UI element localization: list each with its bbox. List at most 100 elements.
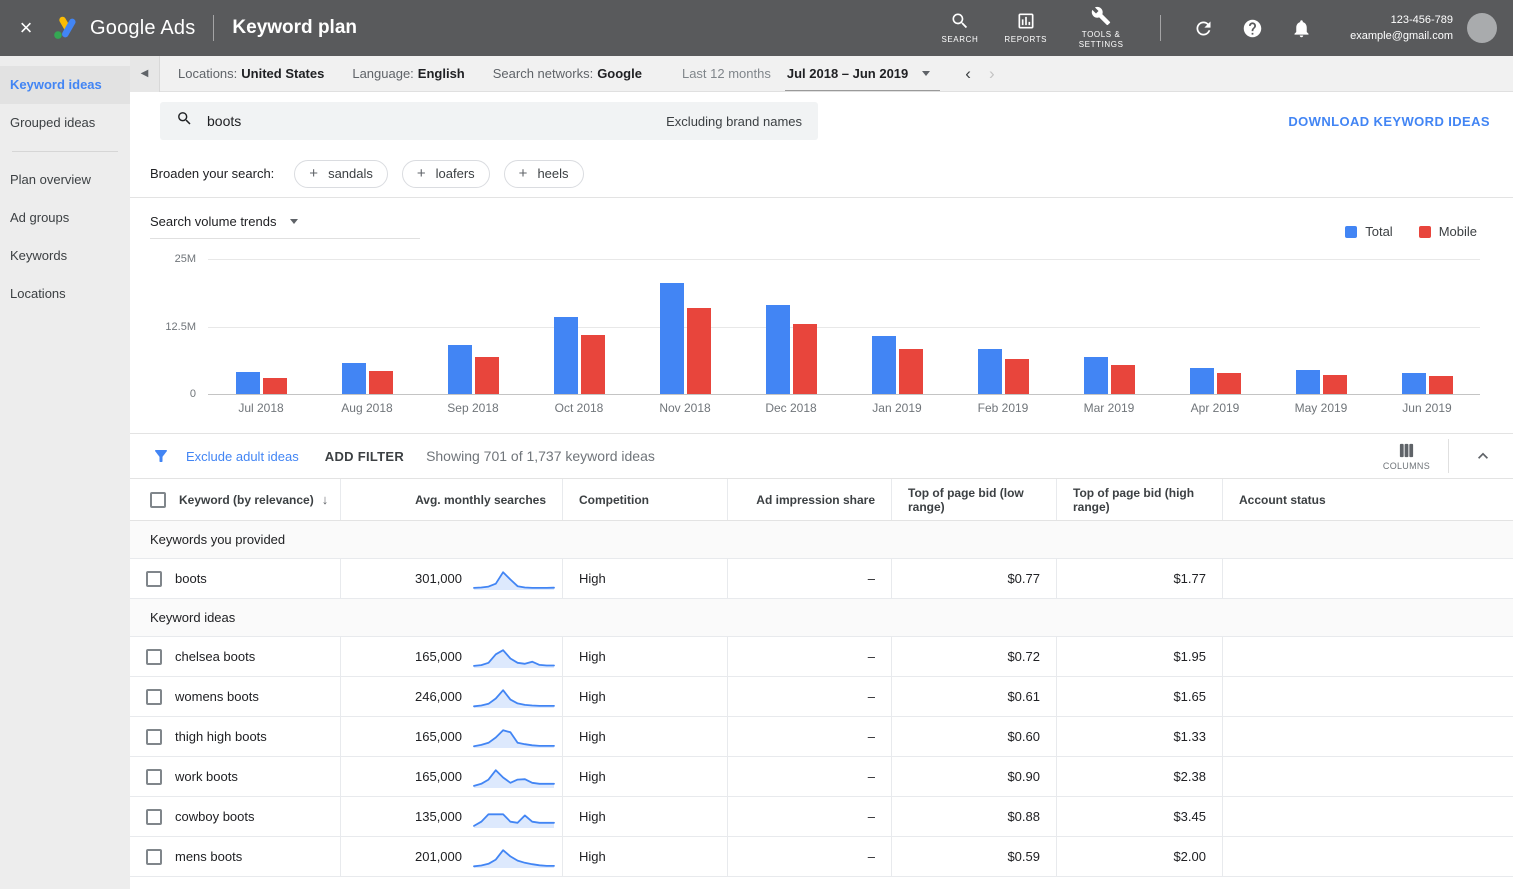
column-label: Keyword (by relevance) xyxy=(179,492,314,507)
cell-avg-monthly-searches: 165,000 xyxy=(340,717,562,756)
search-nav-button[interactable]: SEARCH xyxy=(941,11,978,45)
filterbar: ◀ Locations: United States Language: Englis… xyxy=(130,55,1513,92)
avatar[interactable] xyxy=(1467,13,1497,43)
plus-icon: + xyxy=(309,165,319,182)
help-icon[interactable] xyxy=(1242,18,1263,39)
row-checkbox[interactable] xyxy=(146,570,162,587)
collapse-chevron-up-icon[interactable] xyxy=(1467,446,1499,466)
search-icon xyxy=(950,11,970,31)
sidebar-item-keywords[interactable]: Keywords xyxy=(10,248,68,263)
download-keyword-ideas-link[interactable]: DOWNLOAD KEYWORD IDEAS xyxy=(1288,113,1490,129)
chevron-down-icon xyxy=(290,219,299,224)
table-row: womens boots 246,000 High – $0.61 $1.65 xyxy=(130,677,1513,717)
keyword-search-input[interactable]: boots Excluding brand names xyxy=(160,102,818,140)
chevron-down-icon xyxy=(922,70,931,76)
row-checkbox[interactable] xyxy=(146,648,162,665)
close-icon[interactable]: × xyxy=(19,15,33,40)
legend-total[interactable]: Total xyxy=(1345,224,1393,239)
filter-value: United States xyxy=(241,66,325,81)
bar-mobile xyxy=(1428,375,1453,394)
exclude-adult-ideas-link[interactable]: Exclude adult ideas xyxy=(186,448,299,464)
y-axis-tick: 0 xyxy=(189,388,196,400)
tools-settings-nav-button[interactable]: TOOLS & SETTINGS xyxy=(1073,6,1129,51)
keyword-label: cowboy boots xyxy=(175,809,255,824)
filter-language-[interactable]: Language: English xyxy=(352,66,464,81)
legend-swatch-icon xyxy=(1418,225,1431,238)
sidebar-divider xyxy=(12,151,118,152)
col-impression[interactable]: Ad impression share xyxy=(727,479,891,520)
excluding-brand-names-label: Excluding brand names xyxy=(666,113,802,129)
col-bid_low[interactable]: Top of page bid (low range) xyxy=(891,479,1056,520)
add-filter-button[interactable]: ADD FILTER xyxy=(324,448,405,464)
chart-bar-group: Aug 2018 xyxy=(314,259,420,415)
row-checkbox[interactable] xyxy=(146,688,162,705)
bar-mobile xyxy=(898,348,923,394)
bar-mobile xyxy=(1004,358,1029,394)
prev-period-button[interactable]: ‹ xyxy=(965,63,971,83)
chip-label: heels xyxy=(537,166,569,181)
select-all-checkbox[interactable] xyxy=(150,491,166,508)
x-axis-label: Mar 2019 xyxy=(1083,401,1135,415)
columns-button[interactable]: COLUMNS xyxy=(1383,442,1430,471)
bar-pair xyxy=(1295,259,1347,394)
sidebar-item-plan-overview[interactable]: Plan overview xyxy=(10,172,91,187)
filter-search-networks-[interactable]: Search networks: Google xyxy=(493,66,642,81)
refresh-icon[interactable] xyxy=(1193,18,1214,39)
filter-locations-[interactable]: Locations: United States xyxy=(178,66,324,81)
row-checkbox[interactable] xyxy=(146,728,162,745)
cell-bid-high: $3.45 xyxy=(1056,797,1222,836)
gridline xyxy=(208,326,1480,328)
col-status[interactable]: Account status xyxy=(1222,479,1513,520)
x-axis-label: Jan 2019 xyxy=(872,401,922,415)
table-row: cowboy boots 135,000 High – $0.88 $3.45 xyxy=(130,797,1513,837)
col-bid_high[interactable]: Top of page bid (high range) xyxy=(1056,479,1222,520)
topbar-divider xyxy=(213,15,215,41)
bar-total xyxy=(1083,356,1108,394)
bar-mobile xyxy=(686,308,711,394)
sort-descending-icon: ↓ xyxy=(321,492,329,507)
bar-pair xyxy=(765,259,817,394)
next-period-button[interactable]: › xyxy=(988,63,995,83)
bar-pair xyxy=(977,259,1029,394)
sidebar-item-keyword-ideas[interactable]: Keyword ideas xyxy=(0,66,130,104)
broaden-chip-sandals[interactable]: + sandals xyxy=(294,159,388,188)
bar-pair xyxy=(1401,259,1453,394)
keyword-label: thigh high boots xyxy=(175,729,267,744)
sidebar-item-locations[interactable]: Locations xyxy=(10,286,66,301)
chart-bar-group: May 2019 xyxy=(1268,259,1374,415)
row-checkbox[interactable] xyxy=(146,808,162,825)
x-axis-label: Jul 2018 xyxy=(238,401,284,415)
cell-ad-impression-share: – xyxy=(727,757,891,796)
date-range-dropdown[interactable]: Jul 2018 – Jun 2019 xyxy=(784,57,941,91)
cell-account-status xyxy=(1222,637,1513,676)
col-keyword[interactable]: Keyword (by relevance) ↓ xyxy=(130,479,340,520)
y-axis-tick: 25M xyxy=(174,253,196,265)
trends-dropdown[interactable]: Search volume trends xyxy=(150,214,420,239)
bar-mobile xyxy=(792,324,817,394)
cell-avg-monthly-searches: 165,000 xyxy=(340,637,562,676)
cell-ad-impression-share: – xyxy=(727,797,891,836)
bar-pair xyxy=(553,259,605,394)
cell-competition: High xyxy=(562,677,727,716)
x-axis-label: Apr 2019 xyxy=(1190,401,1240,415)
cell-bid-low: $0.72 xyxy=(891,637,1056,676)
chart-bar-group: Apr 2019 xyxy=(1162,259,1268,415)
legend-mobile[interactable]: Mobile xyxy=(1418,224,1477,239)
back-arrow-icon[interactable]: ◀ xyxy=(130,55,160,92)
trends-title: Search volume trends xyxy=(150,214,277,229)
sparkline-chart xyxy=(473,570,555,590)
broaden-chip-loafers[interactable]: + loafers xyxy=(401,159,490,188)
columns-label: COLUMNS xyxy=(1382,460,1430,471)
col-searches[interactable]: Avg. monthly searches xyxy=(340,479,562,520)
cell-avg-monthly-searches: 246,000 xyxy=(340,677,562,716)
sidebar-item-ad-groups[interactable]: Ad groups xyxy=(10,210,70,225)
bar-pair xyxy=(1083,259,1135,394)
sidebar-item-grouped-ideas[interactable]: Grouped ideas xyxy=(10,115,96,130)
broaden-chip-heels[interactable]: + heels xyxy=(503,159,584,188)
col-competition[interactable]: Competition xyxy=(562,479,727,520)
row-checkbox[interactable] xyxy=(146,848,162,865)
account-info[interactable]: 123-456-789 example@gmail.com xyxy=(1350,12,1453,45)
reports-nav-button[interactable]: REPORTS xyxy=(1004,11,1047,45)
row-checkbox[interactable] xyxy=(146,768,162,785)
notifications-bell-icon[interactable] xyxy=(1291,18,1312,39)
